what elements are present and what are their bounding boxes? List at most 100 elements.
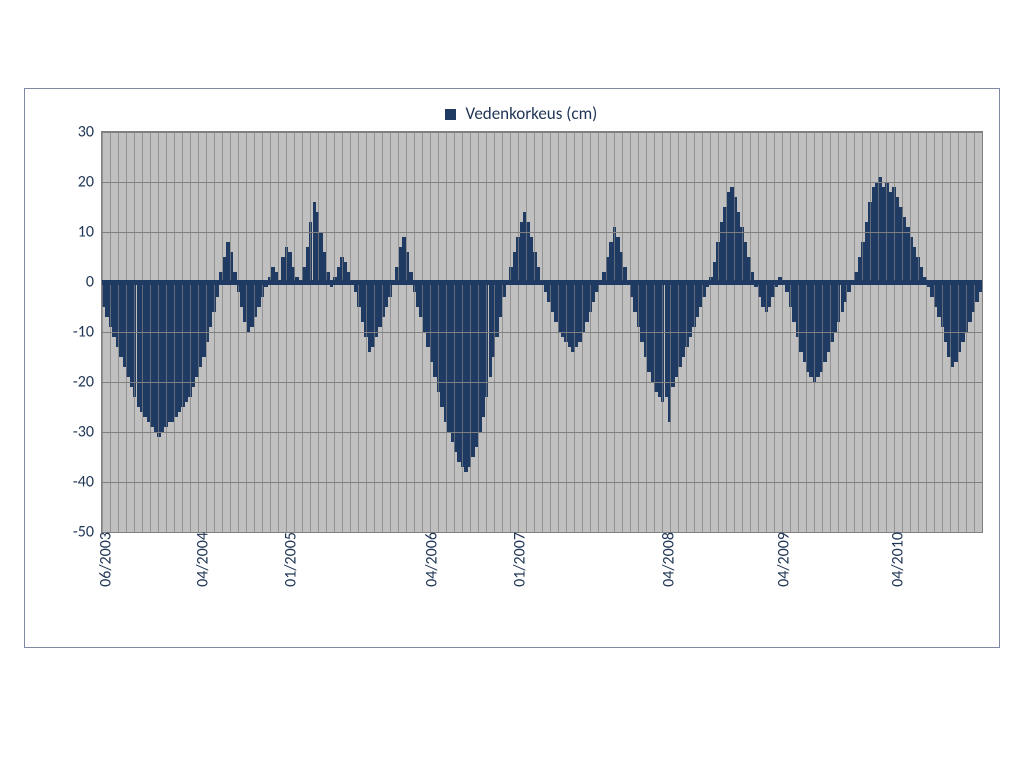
gridline-v bbox=[958, 132, 959, 532]
gridline-v bbox=[646, 132, 647, 532]
gridline-v bbox=[374, 132, 375, 532]
gridline-v bbox=[678, 132, 679, 532]
gridline-v bbox=[390, 132, 391, 532]
xtick-label: 01/2005 bbox=[273, 532, 300, 587]
ytick-label: -40 bbox=[73, 473, 102, 492]
gridline-v bbox=[166, 132, 167, 532]
xtick-label: 04/2004 bbox=[185, 532, 212, 587]
gridline-v bbox=[486, 132, 487, 532]
gridline-v bbox=[246, 132, 247, 532]
legend-label: Vedenkorkeus (cm) bbox=[466, 103, 598, 124]
gridline-v bbox=[406, 132, 407, 532]
gridline-v bbox=[398, 132, 399, 532]
gridline-v bbox=[278, 132, 279, 532]
gridline-v bbox=[822, 132, 823, 532]
xtick-label: 06/2003 bbox=[89, 532, 116, 587]
gridline-v bbox=[430, 132, 431, 532]
gridline-v bbox=[358, 132, 359, 532]
gridline-v bbox=[414, 132, 415, 532]
gridline-v bbox=[966, 132, 967, 532]
gridline-v bbox=[502, 132, 503, 532]
gridline-v bbox=[766, 132, 767, 532]
gridline-v bbox=[294, 132, 295, 532]
gridline-v bbox=[270, 132, 271, 532]
gridline-v bbox=[174, 132, 175, 532]
gridline-v bbox=[702, 132, 703, 532]
gridline-v bbox=[134, 132, 135, 532]
gridline-v bbox=[878, 132, 879, 532]
gridline-v bbox=[118, 132, 119, 532]
gridline-v bbox=[534, 132, 535, 532]
gridline-v bbox=[774, 132, 775, 532]
gridline-v bbox=[526, 132, 527, 532]
xtick-label: 01/2007 bbox=[502, 532, 529, 587]
gridline-v bbox=[462, 132, 463, 532]
ytick-label: -10 bbox=[73, 323, 102, 342]
gridline-v bbox=[950, 132, 951, 532]
gridline-v bbox=[446, 132, 447, 532]
gridline-v bbox=[302, 132, 303, 532]
gridline-v bbox=[126, 132, 127, 532]
gridline-v bbox=[558, 132, 559, 532]
gridline-v bbox=[614, 132, 615, 532]
gridline-v bbox=[262, 132, 263, 532]
gridline-v bbox=[734, 132, 735, 532]
chart-container: Vedenkorkeus (cm) 3020100-10-20-30-40-50… bbox=[55, 103, 987, 633]
gridline-v bbox=[598, 132, 599, 532]
gridline-v bbox=[798, 132, 799, 532]
gridline-v bbox=[918, 132, 919, 532]
gridline-v bbox=[230, 132, 231, 532]
gridline-h bbox=[102, 532, 982, 533]
legend: Vedenkorkeus (cm) bbox=[55, 103, 987, 124]
gridline-v bbox=[566, 132, 567, 532]
gridline-v bbox=[782, 132, 783, 532]
gridline-v bbox=[726, 132, 727, 532]
gridline-v bbox=[854, 132, 855, 532]
gridline-v bbox=[470, 132, 471, 532]
gridline-v bbox=[830, 132, 831, 532]
gridline-v bbox=[350, 132, 351, 532]
gridline-v bbox=[670, 132, 671, 532]
gridline-v bbox=[894, 132, 895, 532]
gridline-v bbox=[238, 132, 239, 532]
gridline-v bbox=[422, 132, 423, 532]
ytick-label: 30 bbox=[78, 123, 102, 142]
gridline-v bbox=[974, 132, 975, 532]
ytick-label: -20 bbox=[73, 373, 102, 392]
ytick-label: 0 bbox=[86, 273, 102, 292]
legend-swatch bbox=[445, 109, 456, 120]
gridline-v bbox=[102, 132, 103, 532]
gridline-v bbox=[198, 132, 199, 532]
gridline-v bbox=[982, 132, 983, 532]
gridline-v bbox=[942, 132, 943, 532]
gridline-v bbox=[214, 132, 215, 532]
gridline-v bbox=[622, 132, 623, 532]
gridline-v bbox=[190, 132, 191, 532]
gridline-v bbox=[158, 132, 159, 532]
gridline-v bbox=[494, 132, 495, 532]
gridline-v bbox=[926, 132, 927, 532]
gridline-v bbox=[286, 132, 287, 532]
plot-region: 3020100-10-20-30-40-5006/200304/200401/2… bbox=[101, 131, 983, 533]
gridline-v bbox=[862, 132, 863, 532]
gridline-v bbox=[510, 132, 511, 532]
gridline-v bbox=[254, 132, 255, 532]
gridline-v bbox=[590, 132, 591, 532]
gridline-v bbox=[582, 132, 583, 532]
gridline-v bbox=[694, 132, 695, 532]
gridline-v bbox=[910, 132, 911, 532]
gridline-v bbox=[806, 132, 807, 532]
gridline-v bbox=[574, 132, 575, 532]
gridline-v bbox=[934, 132, 935, 532]
gridline-v bbox=[902, 132, 903, 532]
gridline-v bbox=[718, 132, 719, 532]
ytick-label: 10 bbox=[78, 223, 102, 242]
gridline-v bbox=[846, 132, 847, 532]
ytick-label: 20 bbox=[78, 173, 102, 192]
gridline-v bbox=[886, 132, 887, 532]
ytick-label: -30 bbox=[73, 423, 102, 442]
gridline-v bbox=[110, 132, 111, 532]
gridline-v bbox=[790, 132, 791, 532]
gridline-v bbox=[630, 132, 631, 532]
gridline-v bbox=[326, 132, 327, 532]
